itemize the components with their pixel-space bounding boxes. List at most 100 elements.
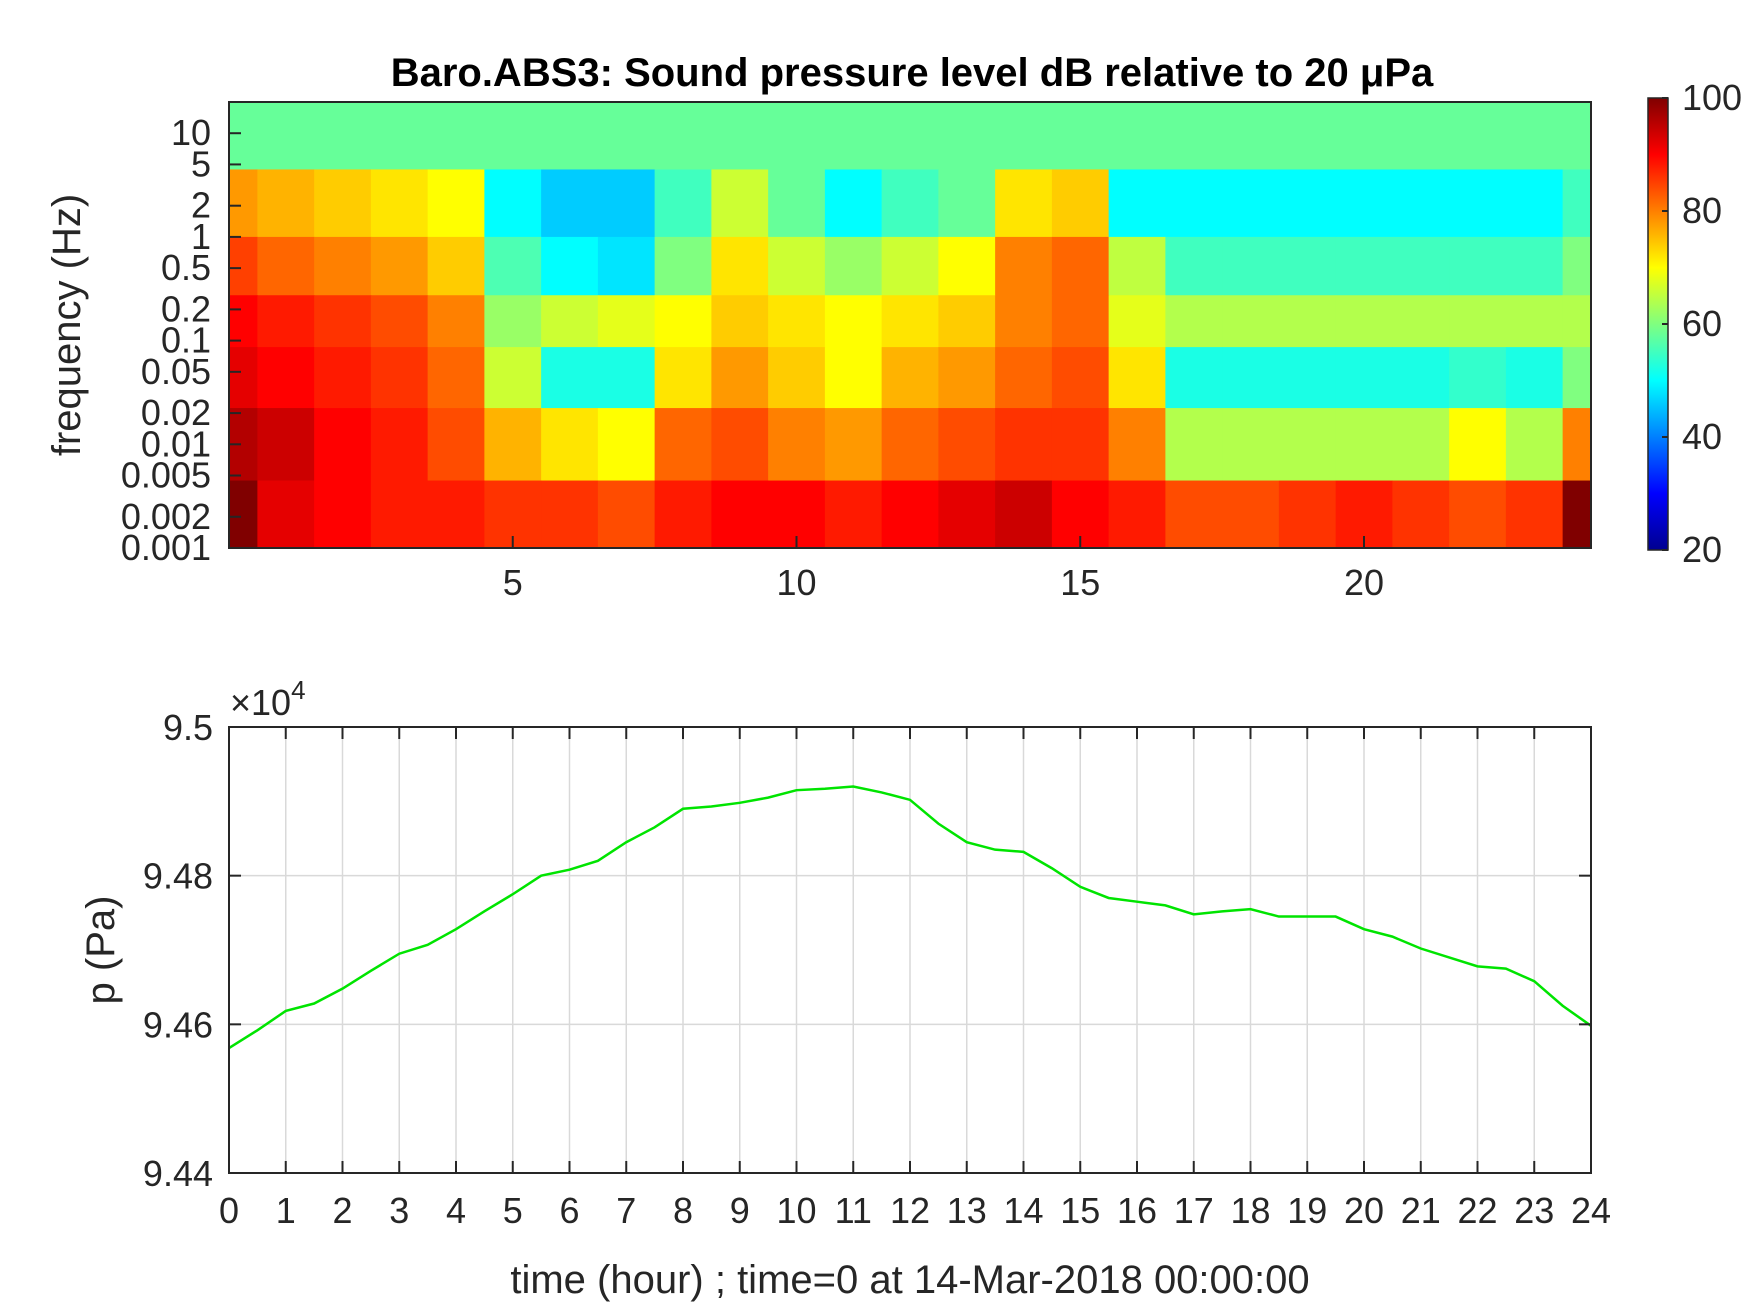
x-tick-label: 10	[776, 562, 816, 603]
heatmap-cell	[1222, 347, 1280, 409]
pressure-grid	[228, 726, 1592, 1174]
heatmap-cell	[484, 295, 542, 348]
heatmap-cell	[1165, 408, 1223, 482]
spectrogram-y-ticks: 0.0010.0020.0050.010.020.050.10.20.51251…	[121, 112, 241, 568]
heatmap-cell	[1278, 480, 1337, 549]
heatmap-cell	[1278, 169, 1337, 238]
heatmap-cell	[541, 236, 599, 296]
heatmap-cell	[229, 102, 258, 171]
heatmap-cell	[1335, 236, 1393, 296]
heatmap-cell	[257, 169, 315, 238]
x-tick-label: 23	[1514, 1190, 1554, 1231]
heatmap-cell	[427, 102, 485, 171]
heatmap-cell	[1335, 408, 1393, 482]
x-tick-label: 5	[503, 1190, 523, 1231]
heatmap-cell	[257, 102, 315, 171]
heatmap-cell	[824, 102, 883, 171]
heatmap-cell	[1051, 102, 1110, 171]
heatmap-cell	[1165, 169, 1223, 238]
heatmap-cell	[711, 102, 769, 171]
heatmap-cell	[257, 236, 315, 296]
heatmap-cell	[938, 102, 996, 171]
heatmap-cell	[427, 295, 485, 348]
x-tick-label: 18	[1230, 1190, 1270, 1231]
heatmap-cell	[881, 347, 939, 409]
y-tick-label: 0.02	[141, 392, 211, 433]
heatmap-cell	[768, 408, 826, 482]
heatmap-cell	[1449, 480, 1507, 549]
pressure-y-label: p (Pa)	[79, 896, 123, 1005]
heatmap-cell	[654, 408, 712, 482]
heatmap-cell	[768, 102, 826, 171]
heatmap-cell	[314, 102, 372, 171]
heatmap-cell	[370, 480, 429, 549]
heatmap-cell	[314, 408, 372, 482]
heatmap-cell	[1392, 408, 1450, 482]
heatmap-cell	[314, 480, 372, 549]
heatmap-cell	[1392, 480, 1450, 549]
heatmap-cell	[1562, 169, 1592, 238]
heatmap-cell	[370, 169, 429, 238]
heatmap-cell	[1051, 295, 1110, 348]
spectrogram-panel: Baro.ABS3: Sound pressure level dB relat…	[45, 51, 1592, 603]
heatmap-cell	[654, 295, 712, 348]
y-tick-label: 5	[191, 143, 211, 184]
heatmap-cell	[1449, 169, 1507, 238]
heatmap-cell	[1051, 236, 1110, 296]
x-tick-label: 22	[1457, 1190, 1497, 1231]
colorbar-tick-label: 100	[1682, 77, 1742, 118]
heatmap-cell	[1392, 102, 1450, 171]
pressure-y-ticks: 9.44 9.46 9.48 9.5	[143, 707, 1591, 1194]
heatmap-cell	[597, 480, 656, 549]
pressure-y-exponent-power: 4	[291, 675, 305, 705]
x-tick-label: 16	[1117, 1190, 1157, 1231]
heatmap-cell	[824, 295, 883, 348]
heatmap-cell	[1562, 480, 1592, 549]
heatmap-cell	[1108, 102, 1166, 171]
heatmap-cell	[711, 480, 769, 549]
heatmap-cell	[1278, 236, 1337, 296]
colorbar-tick-label: 20	[1682, 529, 1722, 570]
heatmap-cell	[1562, 408, 1592, 482]
heatmap-cell	[995, 408, 1053, 482]
heatmap-cell	[1449, 236, 1507, 296]
pressure-y-exponent-base: ×10	[230, 682, 291, 723]
heatmap-cell	[1392, 236, 1450, 296]
colorbar-tick-label: 80	[1682, 190, 1722, 231]
heatmap-cells	[229, 102, 1592, 549]
heatmap-cell	[370, 347, 429, 409]
heatmap-cell	[881, 480, 939, 549]
x-tick-label: 20	[1344, 1190, 1384, 1231]
heatmap-cell	[427, 480, 485, 549]
heatmap-cell	[1051, 408, 1110, 482]
heatmap-cell	[1165, 236, 1223, 296]
heatmap-cell	[1278, 347, 1337, 409]
heatmap-cell	[1562, 102, 1592, 171]
heatmap-cell	[1505, 347, 1564, 409]
y-tick-label: 0.01	[141, 423, 211, 464]
heatmap-cell	[938, 236, 996, 296]
y-tick-label: 10	[171, 112, 211, 153]
x-tick-label: 10	[776, 1190, 816, 1231]
heatmap-cell	[229, 169, 258, 238]
y-tick-label: 0.5	[161, 247, 211, 288]
heatmap-cell	[1505, 169, 1564, 238]
heatmap-cell	[1278, 102, 1337, 171]
x-tick-label: 7	[616, 1190, 636, 1231]
heatmap-cell	[1108, 408, 1166, 482]
heatmap-cell	[541, 169, 599, 238]
heatmap-cell	[654, 480, 712, 549]
heatmap-cell	[711, 169, 769, 238]
spectrogram-axes-box	[228, 101, 1592, 549]
x-tick-label: 9	[730, 1190, 750, 1231]
heatmap-cell	[541, 408, 599, 482]
heatmap-cell	[1392, 295, 1450, 348]
heatmap-cell	[711, 408, 769, 482]
spectrogram-y-label: frequency (Hz)	[45, 194, 89, 456]
heatmap-cell	[370, 408, 429, 482]
heatmap-cell	[711, 236, 769, 296]
heatmap-cell	[1165, 102, 1223, 171]
heatmap-cell	[1222, 295, 1280, 348]
heatmap-cell	[1108, 295, 1166, 348]
